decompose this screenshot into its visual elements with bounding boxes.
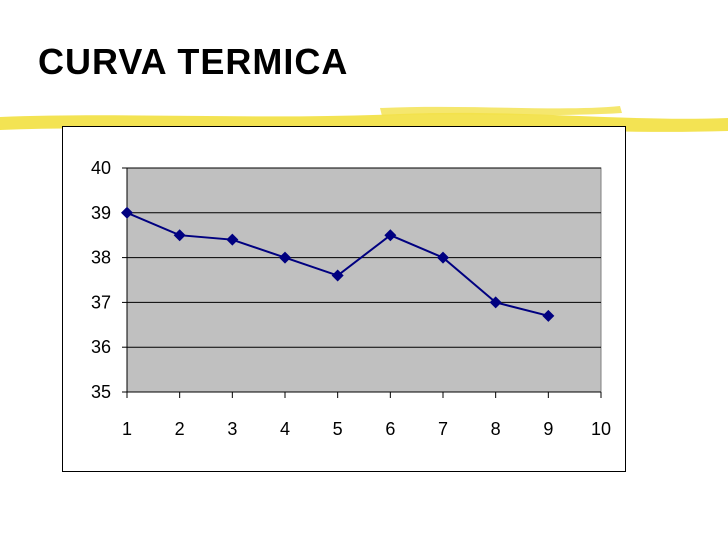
- x-tick-label: 8: [491, 419, 501, 439]
- x-tick-label: 3: [227, 419, 237, 439]
- chart-frame: 35 36 37 38 39 40 1 2 3 4 5 6 7 8 9 10: [62, 126, 626, 472]
- x-tick-label: 1: [122, 419, 132, 439]
- x-tick-label: 6: [385, 419, 395, 439]
- data-point-marker: [542, 309, 555, 322]
- y-tick-label: 38: [91, 248, 111, 268]
- data-point-marker: [384, 229, 397, 242]
- data-point-marker: [226, 233, 239, 246]
- y-tick-label: 36: [91, 337, 111, 357]
- data-point-marker: [173, 229, 186, 242]
- x-tick-label: 9: [543, 419, 553, 439]
- x-tick-label: 5: [333, 419, 343, 439]
- slide-title: CURVA TERMICA: [38, 41, 349, 82]
- x-tick-label: 4: [280, 419, 290, 439]
- y-tick-label: 37: [91, 292, 111, 312]
- y-tick-label: 39: [91, 203, 111, 223]
- data-point-marker: [279, 251, 291, 264]
- data-point-marker: [121, 206, 133, 219]
- data-point-marker: [437, 251, 449, 264]
- x-tick-label: 2: [175, 419, 185, 439]
- line-chart: 35 36 37 38 39 40 1 2 3 4 5 6 7 8 9 10: [91, 158, 611, 439]
- y-tick-label: 40: [91, 158, 111, 178]
- y-tick-label: 35: [91, 382, 111, 402]
- plot-area: [126, 167, 602, 393]
- x-tick-label: 7: [438, 419, 448, 439]
- data-point-marker: [331, 269, 344, 282]
- x-tick-label: 10: [591, 419, 611, 439]
- data-point-marker: [489, 296, 502, 309]
